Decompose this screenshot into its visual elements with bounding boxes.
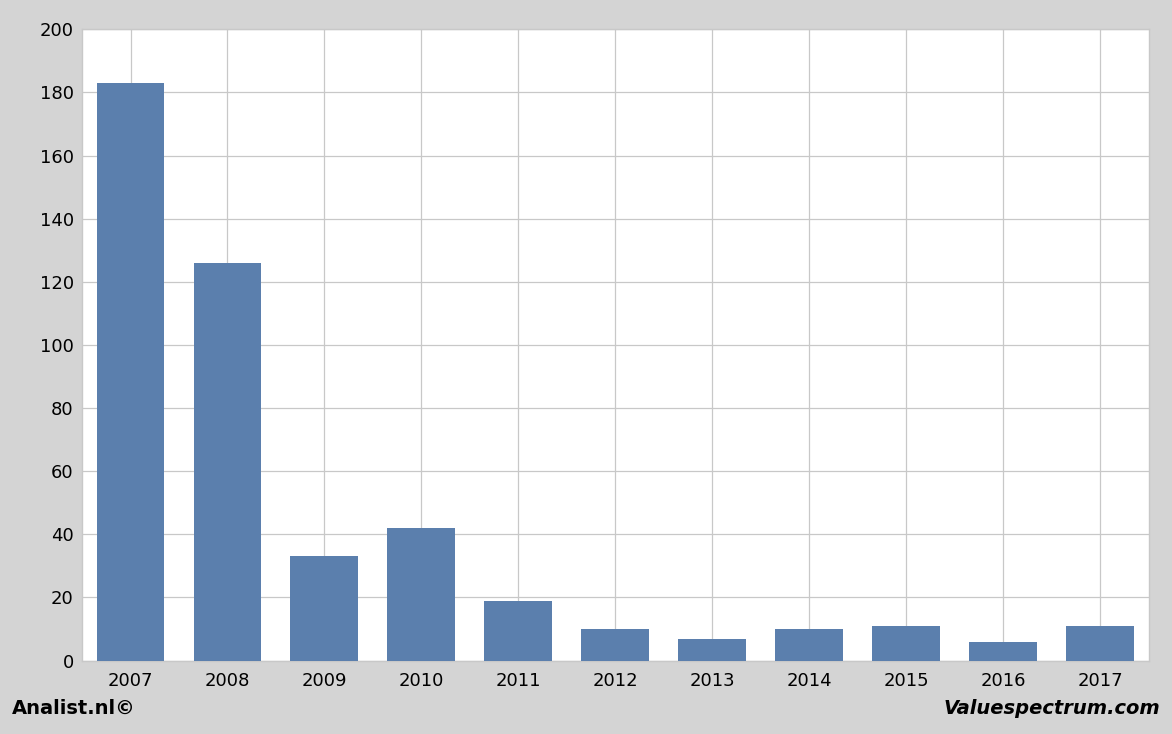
Bar [1067, 626, 1134, 661]
Text: Analist.nl©: Analist.nl© [12, 699, 136, 718]
Bar [679, 639, 747, 661]
Bar [776, 629, 843, 661]
Bar [969, 642, 1037, 661]
Bar [581, 629, 649, 661]
Bar [193, 263, 261, 661]
Text: Valuespectrum.com: Valuespectrum.com [943, 699, 1160, 718]
Bar [388, 528, 455, 661]
Bar [291, 556, 359, 661]
Bar [96, 83, 164, 661]
Bar [484, 600, 552, 661]
Bar [872, 626, 940, 661]
